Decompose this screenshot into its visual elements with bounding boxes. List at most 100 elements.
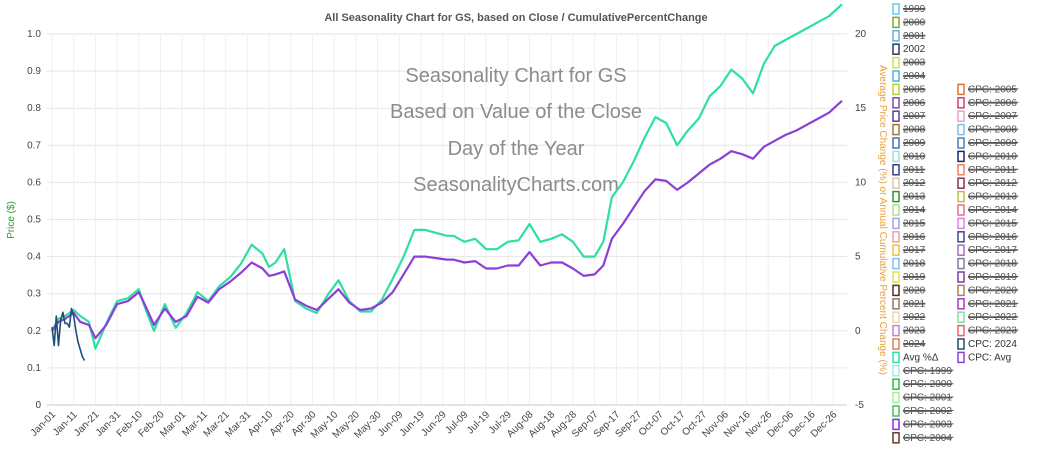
legend-item[interactable]: 2002 bbox=[892, 43, 926, 55]
legend-swatch bbox=[957, 257, 965, 270]
y-left-tick-label: 0 bbox=[35, 400, 41, 411]
legend-item[interactable]: CPC: 2018 bbox=[957, 257, 1019, 270]
legend-item[interactable]: 2019 bbox=[892, 271, 926, 283]
legend-item[interactable]: 2008 bbox=[892, 123, 926, 136]
legend-item[interactable]: CPC: 2001 bbox=[892, 391, 954, 404]
legend-swatch bbox=[957, 83, 965, 96]
legend-item[interactable]: CPC: 2017 bbox=[957, 244, 1019, 256]
legend-swatch bbox=[892, 56, 900, 69]
legend-item[interactable]: 2007 bbox=[892, 110, 926, 122]
legend-label: 2013 bbox=[903, 192, 926, 203]
legend-swatch bbox=[957, 271, 965, 283]
legend-swatch bbox=[957, 284, 965, 297]
legend-item[interactable]: CPC: 2008 bbox=[957, 123, 1019, 136]
legend-item[interactable]: CPC: 2012 bbox=[957, 177, 1019, 189]
legend-swatch bbox=[892, 204, 900, 216]
legend-label: 2022 bbox=[903, 312, 926, 323]
legend-item[interactable]: 2014 bbox=[892, 204, 926, 216]
legend-item[interactable]: CPC: Avg bbox=[957, 351, 1011, 364]
legend-swatch bbox=[892, 298, 900, 310]
legend-item[interactable]: 2020 bbox=[892, 284, 926, 297]
legend-item[interactable]: 2001 bbox=[892, 30, 926, 42]
legend-item[interactable]: 2016 bbox=[892, 231, 926, 243]
legend-item[interactable]: CPC: 1999 bbox=[892, 365, 954, 377]
legend-item[interactable]: CPC: 2004 bbox=[892, 432, 954, 444]
legend-label: CPC: 2004 bbox=[903, 433, 952, 444]
legend-item[interactable]: 2015 bbox=[892, 217, 926, 229]
legend-label: CPC: 1999 bbox=[903, 366, 952, 377]
y-left-tick-label: 0.2 bbox=[27, 326, 41, 337]
legend-swatch bbox=[957, 137, 965, 149]
legend-label: 2016 bbox=[903, 232, 926, 243]
legend-item[interactable]: CPC: 2005 bbox=[957, 83, 1019, 96]
legend-item[interactable]: CPC: 2013 bbox=[957, 190, 1019, 203]
legend-item[interactable]: 2012 bbox=[892, 177, 926, 189]
legend-item[interactable]: CPC: 2009 bbox=[957, 137, 1019, 149]
legend-swatch bbox=[892, 16, 900, 29]
x-tick-label: Jun-29 bbox=[419, 409, 449, 439]
legend-swatch bbox=[892, 3, 900, 15]
legend-label: CPC: 2015 bbox=[968, 218, 1017, 229]
x-tick-label: Jul-19 bbox=[465, 409, 492, 436]
legend-swatch bbox=[957, 190, 965, 203]
legend-item[interactable]: CPC: 2002 bbox=[892, 405, 954, 417]
legend-item[interactable]: 1999 bbox=[892, 3, 926, 15]
legend-item[interactable]: 2011 bbox=[892, 164, 926, 176]
x-tick-label: Jul-09 bbox=[443, 409, 470, 436]
legend-item[interactable]: 2018 bbox=[892, 257, 926, 270]
legend-swatch bbox=[892, 271, 900, 283]
chart-title: All Seasonality Chart for GS, based on C… bbox=[324, 12, 707, 24]
legend-item[interactable]: CPC: 2019 bbox=[957, 271, 1019, 283]
legend-item[interactable]: CPC: 2014 bbox=[957, 204, 1019, 216]
legend-swatch bbox=[892, 284, 900, 297]
legend-item[interactable]: 2000 bbox=[892, 16, 926, 29]
legend-label: 2018 bbox=[903, 259, 926, 270]
legend-swatch bbox=[892, 365, 900, 377]
legend-swatch bbox=[892, 177, 900, 189]
legend-item[interactable]: 2009 bbox=[892, 137, 926, 149]
legend-item[interactable]: 2017 bbox=[892, 244, 926, 256]
legend-item[interactable]: CPC: 2015 bbox=[957, 217, 1019, 229]
legend-label: CPC: 2024 bbox=[968, 339, 1017, 350]
legend-item[interactable]: CPC: 2023 bbox=[957, 324, 1019, 337]
legend-item[interactable]: 2003 bbox=[892, 56, 926, 69]
legend-label: 2014 bbox=[903, 205, 926, 216]
legend-item[interactable]: CPC: 2020 bbox=[957, 284, 1019, 297]
legend-item[interactable]: 2004 bbox=[892, 70, 926, 82]
series-line-2 bbox=[51, 307, 86, 361]
legend-item[interactable]: CPC: 2010 bbox=[957, 150, 1019, 162]
legend-item[interactable]: CPC: 2022 bbox=[957, 311, 1019, 323]
legend-item[interactable]: CPC: 2021 bbox=[957, 298, 1019, 310]
legend-item[interactable]: 2023 bbox=[892, 324, 926, 337]
y-right-tick-label: 5 bbox=[855, 252, 861, 263]
legend-swatch bbox=[957, 164, 965, 176]
legend-item[interactable]: CPC: 2000 bbox=[892, 378, 954, 390]
y-left-tick-label: 0.3 bbox=[27, 289, 41, 300]
legend-label: CPC: 2011 bbox=[968, 165, 1017, 176]
legend-item[interactable]: 2024 bbox=[892, 338, 926, 350]
legend-item[interactable]: CPC: 2003 bbox=[892, 418, 954, 430]
legend-label: 1999 bbox=[903, 4, 926, 15]
legend-label: CPC: 2021 bbox=[968, 299, 1017, 310]
legend-label: 2005 bbox=[903, 84, 926, 95]
series-line-1 bbox=[51, 99, 843, 340]
legend-swatch bbox=[957, 351, 965, 364]
legend-item[interactable]: CPC: 2007 bbox=[957, 110, 1019, 122]
legend-item[interactable]: Avg %Δ bbox=[892, 351, 939, 363]
legend-label: 2019 bbox=[903, 272, 926, 283]
grid-lines bbox=[47, 33, 847, 406]
legend-item[interactable]: 2013 bbox=[892, 190, 926, 203]
legend-item[interactable]: 2005 bbox=[892, 83, 926, 95]
legend-item[interactable]: 2006 bbox=[892, 97, 926, 109]
legend-item[interactable]: 2021 bbox=[892, 298, 926, 310]
legend-item[interactable]: CPC: 2011 bbox=[957, 164, 1019, 176]
legend-label: CPC: 2013 bbox=[968, 192, 1017, 203]
legend-item[interactable]: CPC: 2006 bbox=[957, 97, 1019, 109]
legend-label: 2000 bbox=[903, 17, 926, 28]
legend-item[interactable]: 2010 bbox=[892, 150, 926, 162]
legend-item[interactable]: CPC: 2016 bbox=[957, 231, 1019, 243]
legend-item[interactable]: CPC: 2024 bbox=[957, 338, 1017, 350]
legend-item[interactable]: 2022 bbox=[892, 311, 926, 323]
y-left-tick-label: 0.6 bbox=[27, 177, 41, 188]
